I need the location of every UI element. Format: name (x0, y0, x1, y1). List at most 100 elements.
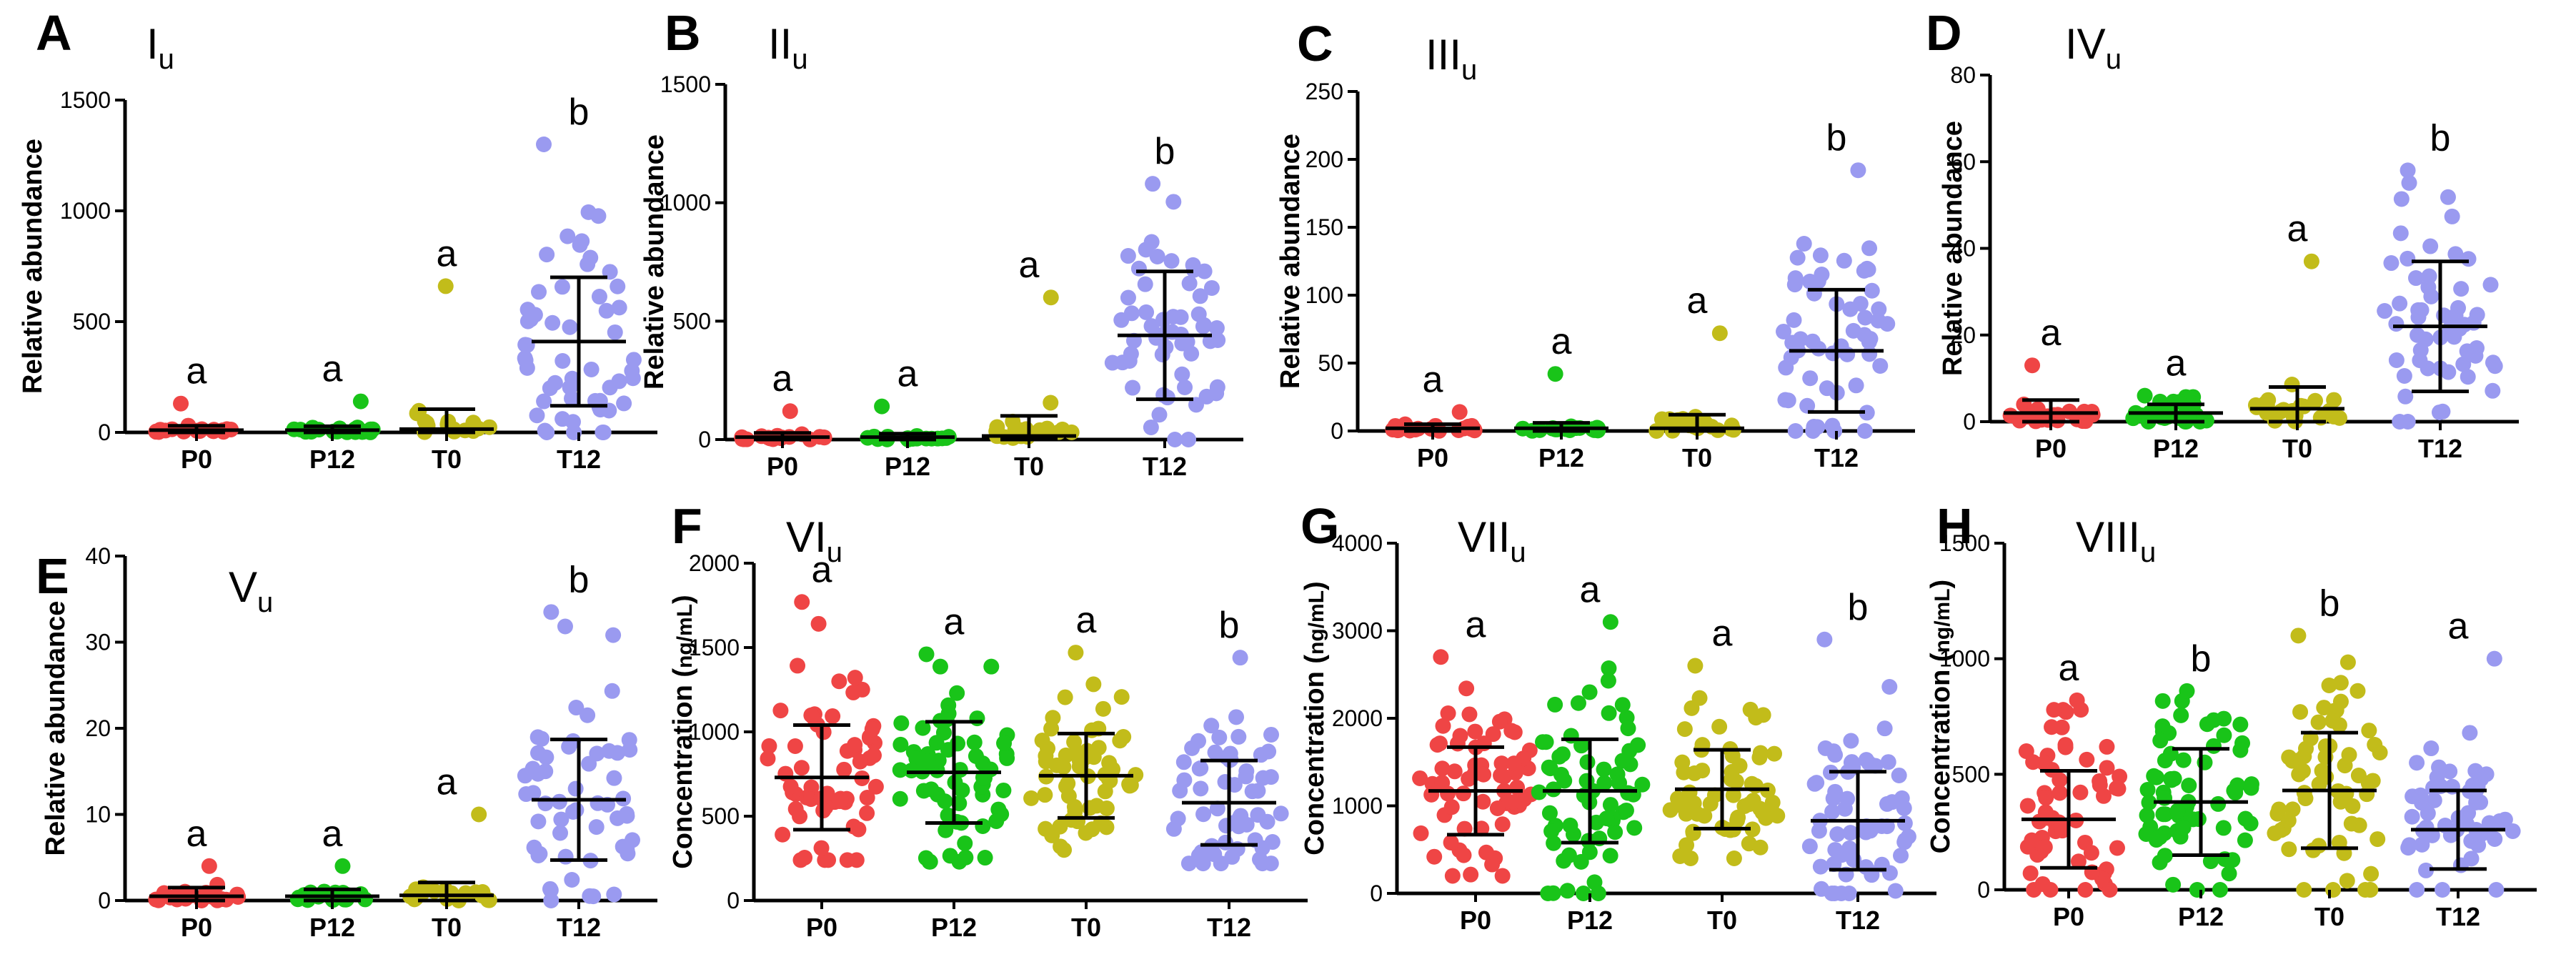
data-point (2440, 364, 2457, 380)
x-tick-label: T12 (1814, 443, 1859, 472)
series-t12: b T12 (1776, 117, 1896, 472)
data-point (2310, 714, 2327, 730)
data-point (2175, 819, 2192, 835)
data-point (988, 813, 1005, 829)
data-point (1579, 754, 1596, 770)
data-point (2202, 853, 2219, 870)
data-point (1412, 770, 1428, 786)
data-point (1179, 334, 1195, 350)
data-point (334, 858, 351, 874)
data-point (1626, 820, 1643, 836)
data-point (1413, 825, 1429, 841)
data-point (2360, 775, 2377, 791)
panel-label: F (672, 498, 702, 554)
significance-letter: a (322, 813, 343, 855)
data-point (595, 425, 611, 440)
data-point (1682, 851, 1699, 866)
data-point (1543, 823, 1560, 840)
data-point (810, 615, 827, 632)
data-point (2157, 848, 2173, 864)
data-point (1455, 785, 1471, 802)
y-tick-label: 0 (1963, 409, 1976, 435)
data-point (2339, 654, 2356, 670)
data-point (2229, 777, 2246, 793)
data-point (2363, 866, 2379, 882)
data-point (552, 825, 569, 841)
panel-label: A (36, 5, 72, 61)
data-point (1881, 865, 1898, 881)
data-point (1559, 883, 1576, 899)
data-point (1203, 718, 1220, 734)
x-tick-label: P0 (1460, 906, 1491, 935)
data-point (1607, 824, 1623, 840)
data-point (1724, 763, 1740, 780)
panel-label: G (1301, 498, 1339, 554)
data-point (1556, 773, 1573, 789)
data-point (1250, 807, 1266, 823)
data-point (1010, 422, 1027, 438)
data-point (1440, 705, 1456, 722)
data-point (2369, 831, 2386, 848)
data-point (2485, 354, 2501, 371)
data-point (2215, 820, 2232, 836)
data-point (519, 313, 536, 329)
significance-letter: a (1687, 280, 1708, 322)
data-point (542, 380, 558, 397)
data-point (1894, 790, 1910, 806)
data-point (892, 736, 909, 753)
data-point (867, 778, 884, 795)
data-point (582, 888, 598, 904)
data-point (551, 793, 567, 810)
data-point (1467, 723, 1483, 740)
data-point (772, 703, 789, 719)
data-point (1843, 733, 1859, 749)
y-tick-label: 1500 (1939, 530, 1990, 556)
significance-letter: a (897, 354, 918, 395)
panel-label: C (1297, 16, 1333, 71)
data-point (517, 337, 534, 353)
y-tick-label: 0 (727, 888, 740, 913)
data-point (1784, 334, 1801, 351)
data-point (2212, 882, 2228, 898)
data-point (2467, 347, 2484, 364)
data-point (892, 790, 908, 807)
data-point (1811, 823, 1827, 839)
data-point (1542, 760, 1558, 777)
data-point (1825, 790, 1841, 807)
data-point (2311, 838, 2327, 854)
data-point (616, 395, 632, 412)
data-point (1816, 631, 1833, 648)
data-point (2057, 739, 2074, 755)
data-point (820, 852, 837, 868)
y-axis-label-unit-glyph: ng/mL (673, 604, 697, 668)
data-point (2102, 882, 2118, 898)
series-t0: a T0 (399, 233, 497, 474)
data-point (969, 710, 985, 727)
data-point (966, 734, 983, 750)
y-tick-label: 500 (673, 308, 711, 334)
data-point (2383, 255, 2400, 272)
series-p0: a P0 (148, 813, 247, 942)
data-point (1085, 676, 1102, 693)
data-point (2303, 253, 2319, 269)
significance-letter: a (1466, 604, 1486, 645)
data-point (2435, 882, 2451, 898)
data-point (918, 646, 935, 663)
data-point (1273, 805, 1289, 822)
data-point (2396, 367, 2412, 384)
data-point (930, 753, 947, 769)
data-point (607, 324, 623, 340)
data-point (2468, 794, 2485, 810)
data-point (1193, 780, 1209, 797)
data-point (2175, 752, 2192, 768)
series-t0: a T0 (982, 244, 1080, 481)
significance-letter: b (2319, 582, 2340, 624)
data-point (1475, 793, 1491, 810)
data-point (1783, 349, 1799, 366)
data-point (2137, 387, 2153, 404)
data-point (605, 627, 622, 643)
data-point (1167, 432, 1183, 447)
data-point (1879, 316, 1896, 332)
panel-f: F VIu Concentration (ng/mL) 0 500 1000 1500 200… (668, 498, 1308, 942)
data-point (2423, 740, 2440, 757)
